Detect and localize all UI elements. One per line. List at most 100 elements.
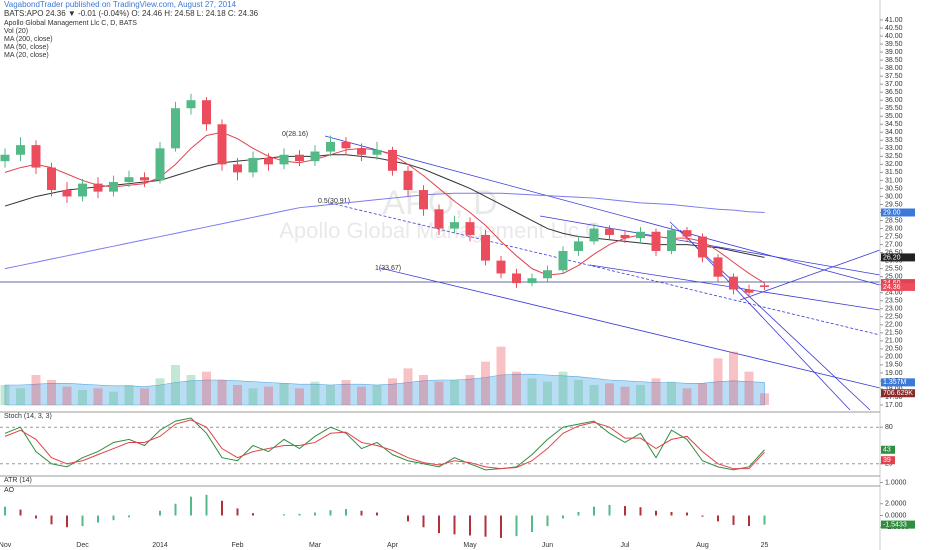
- ao-bar: [732, 515, 735, 525]
- legend-entry: Vol (20): [4, 28, 28, 35]
- y-tick-label: 39.50: [885, 41, 903, 48]
- volume-bar: [698, 383, 707, 405]
- y-tick-label: 25.00: [885, 274, 903, 281]
- y-tick-label: 20.00: [885, 354, 903, 361]
- candle-body: [124, 177, 134, 183]
- volume-bar: [620, 386, 630, 405]
- ao-bar: [66, 515, 68, 528]
- x-tick-label: Aug: [696, 542, 709, 549]
- volume-bar: [667, 381, 676, 405]
- ao-bar: [763, 515, 766, 525]
- y-tick-label: 22.00: [885, 322, 903, 329]
- legend-entry: MA (200, close): [4, 36, 53, 43]
- volume-bar: [186, 375, 196, 405]
- y-tick-label: 36.00: [885, 97, 903, 104]
- volume-bar: [372, 385, 382, 405]
- value-tag-box: [881, 520, 915, 529]
- candle-body: [264, 157, 273, 165]
- candle-body: [496, 260, 506, 274]
- volume-bar: [264, 386, 273, 405]
- legend-entry: Apollo Global Management Llc C, D, BATS: [4, 20, 137, 27]
- x-tick-label: May: [463, 542, 477, 549]
- ao-bar: [298, 513, 301, 516]
- ao-bar: [453, 515, 456, 535]
- ao-bar: [531, 515, 533, 532]
- volume-bar: [310, 381, 320, 405]
- ao-bar: [159, 510, 161, 516]
- candle-body: [605, 228, 614, 235]
- y-tick-label: 0.0000: [885, 512, 907, 519]
- x-tick-label: Jul: [621, 542, 630, 549]
- y-tick-label: 34.00: [885, 129, 903, 136]
- volume-bar: [78, 390, 87, 405]
- candle-body: [620, 234, 630, 239]
- volume-bar: [527, 378, 537, 405]
- value-tag: -1.5433: [883, 521, 907, 528]
- volume-bar: [713, 358, 723, 405]
- candle-body: [450, 222, 459, 229]
- candle-body: [202, 100, 211, 125]
- candle-body: [682, 230, 692, 237]
- y-tick-label: 41.00: [885, 17, 903, 24]
- ao-bar: [608, 504, 611, 516]
- y-tick-label: 33.50: [885, 137, 903, 144]
- value-tag: 26.20: [883, 254, 901, 261]
- ao-bar: [562, 515, 564, 519]
- volume-bar: [16, 388, 25, 405]
- y-tick-label: 28.50: [885, 217, 903, 224]
- y-tick-label: 1.0000: [885, 479, 907, 486]
- candle-body: [93, 183, 103, 192]
- ao-bar: [577, 511, 580, 516]
- candle-body: [667, 230, 676, 251]
- y-tick-label: 30.50: [885, 185, 903, 192]
- candle-body: [744, 289, 754, 293]
- fib-label: 0(28.16): [282, 131, 308, 138]
- ao-bar: [236, 508, 239, 516]
- candle-body: [155, 148, 165, 181]
- y-tick-label: 27.50: [885, 233, 903, 240]
- y-tick-label: 2.0000: [885, 501, 907, 508]
- candle-body: [419, 190, 428, 210]
- ao-bar: [174, 503, 177, 516]
- volume-bar: [155, 378, 165, 405]
- ao-bar: [314, 512, 316, 516]
- ao-bar: [283, 514, 285, 516]
- candle-body: [465, 222, 475, 235]
- candle-body: [109, 182, 118, 192]
- volume-bar: [744, 371, 754, 405]
- value-tag-box: [881, 389, 915, 398]
- candle-body: [574, 241, 583, 251]
- ao-bar: [546, 515, 549, 527]
- x-tick-label: Jun: [542, 542, 553, 549]
- y-tick-label: 29.50: [885, 201, 903, 208]
- y-tick-label: 35.00: [885, 113, 903, 120]
- ao-bar: [205, 494, 208, 516]
- fib-label: 1(33.67): [375, 265, 401, 272]
- candle-body: [171, 108, 180, 149]
- ao-bar: [717, 515, 719, 522]
- y-tick-label: 28.00: [885, 225, 903, 232]
- volume-bar: [47, 380, 56, 405]
- candle-body: [47, 167, 56, 191]
- ao-bar: [221, 500, 223, 516]
- value-tag: 24.36: [883, 284, 901, 291]
- y-tick-label: 21.50: [885, 330, 903, 337]
- candle-body: [62, 190, 72, 197]
- volume-bar: [93, 388, 103, 405]
- candle-body: [140, 177, 149, 181]
- indicator-line: [4, 419, 765, 470]
- ao-bar: [35, 515, 37, 519]
- moving-average: [4, 192, 765, 270]
- ao-bar: [4, 506, 6, 516]
- candle-body: [248, 157, 258, 173]
- ao-bar: [670, 511, 673, 516]
- y-tick-label: 38.00: [885, 65, 903, 72]
- volume-bar: [357, 386, 366, 405]
- volume-bar: [605, 383, 614, 405]
- x-tick-label: 2014: [152, 542, 168, 549]
- volume-bar: [419, 375, 428, 405]
- y-tick-label: 38.50: [885, 57, 903, 64]
- candle-body: [760, 285, 769, 287]
- candle-body: [326, 141, 335, 152]
- y-tick-label: 39.00: [885, 49, 903, 56]
